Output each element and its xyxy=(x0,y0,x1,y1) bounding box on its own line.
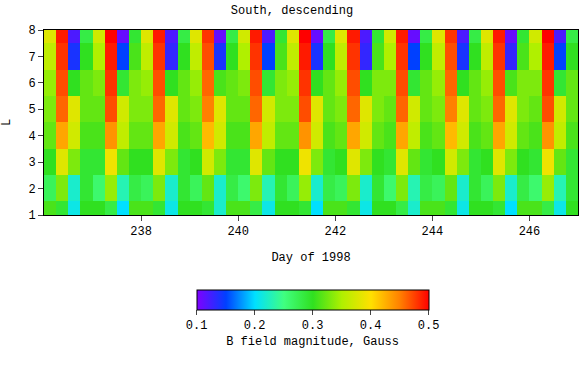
svg-text:240: 240 xyxy=(227,225,249,239)
svg-text:B field magnitude, Gauss: B field magnitude, Gauss xyxy=(226,335,399,349)
svg-text:7: 7 xyxy=(28,51,35,65)
svg-text:0.1: 0.1 xyxy=(186,319,208,333)
svg-text:242: 242 xyxy=(324,225,346,239)
svg-text:L: L xyxy=(0,119,14,126)
svg-text:5: 5 xyxy=(28,103,35,117)
svg-text:Day of 1998: Day of 1998 xyxy=(271,251,350,265)
svg-text:6: 6 xyxy=(28,77,35,91)
svg-text:4: 4 xyxy=(28,130,35,144)
svg-text:0.4: 0.4 xyxy=(360,319,382,333)
svg-text:0.2: 0.2 xyxy=(244,319,266,333)
svg-text:246: 246 xyxy=(519,225,541,239)
svg-text:2: 2 xyxy=(28,183,35,197)
svg-text:238: 238 xyxy=(130,225,152,239)
svg-text:0.3: 0.3 xyxy=(302,319,324,333)
svg-text:244: 244 xyxy=(422,225,444,239)
svg-text:1: 1 xyxy=(28,209,35,223)
svg-text:0.5: 0.5 xyxy=(418,319,440,333)
svg-text:8: 8 xyxy=(28,24,35,38)
svg-text:South, descending: South, descending xyxy=(231,4,353,18)
svg-text:3: 3 xyxy=(28,156,35,170)
